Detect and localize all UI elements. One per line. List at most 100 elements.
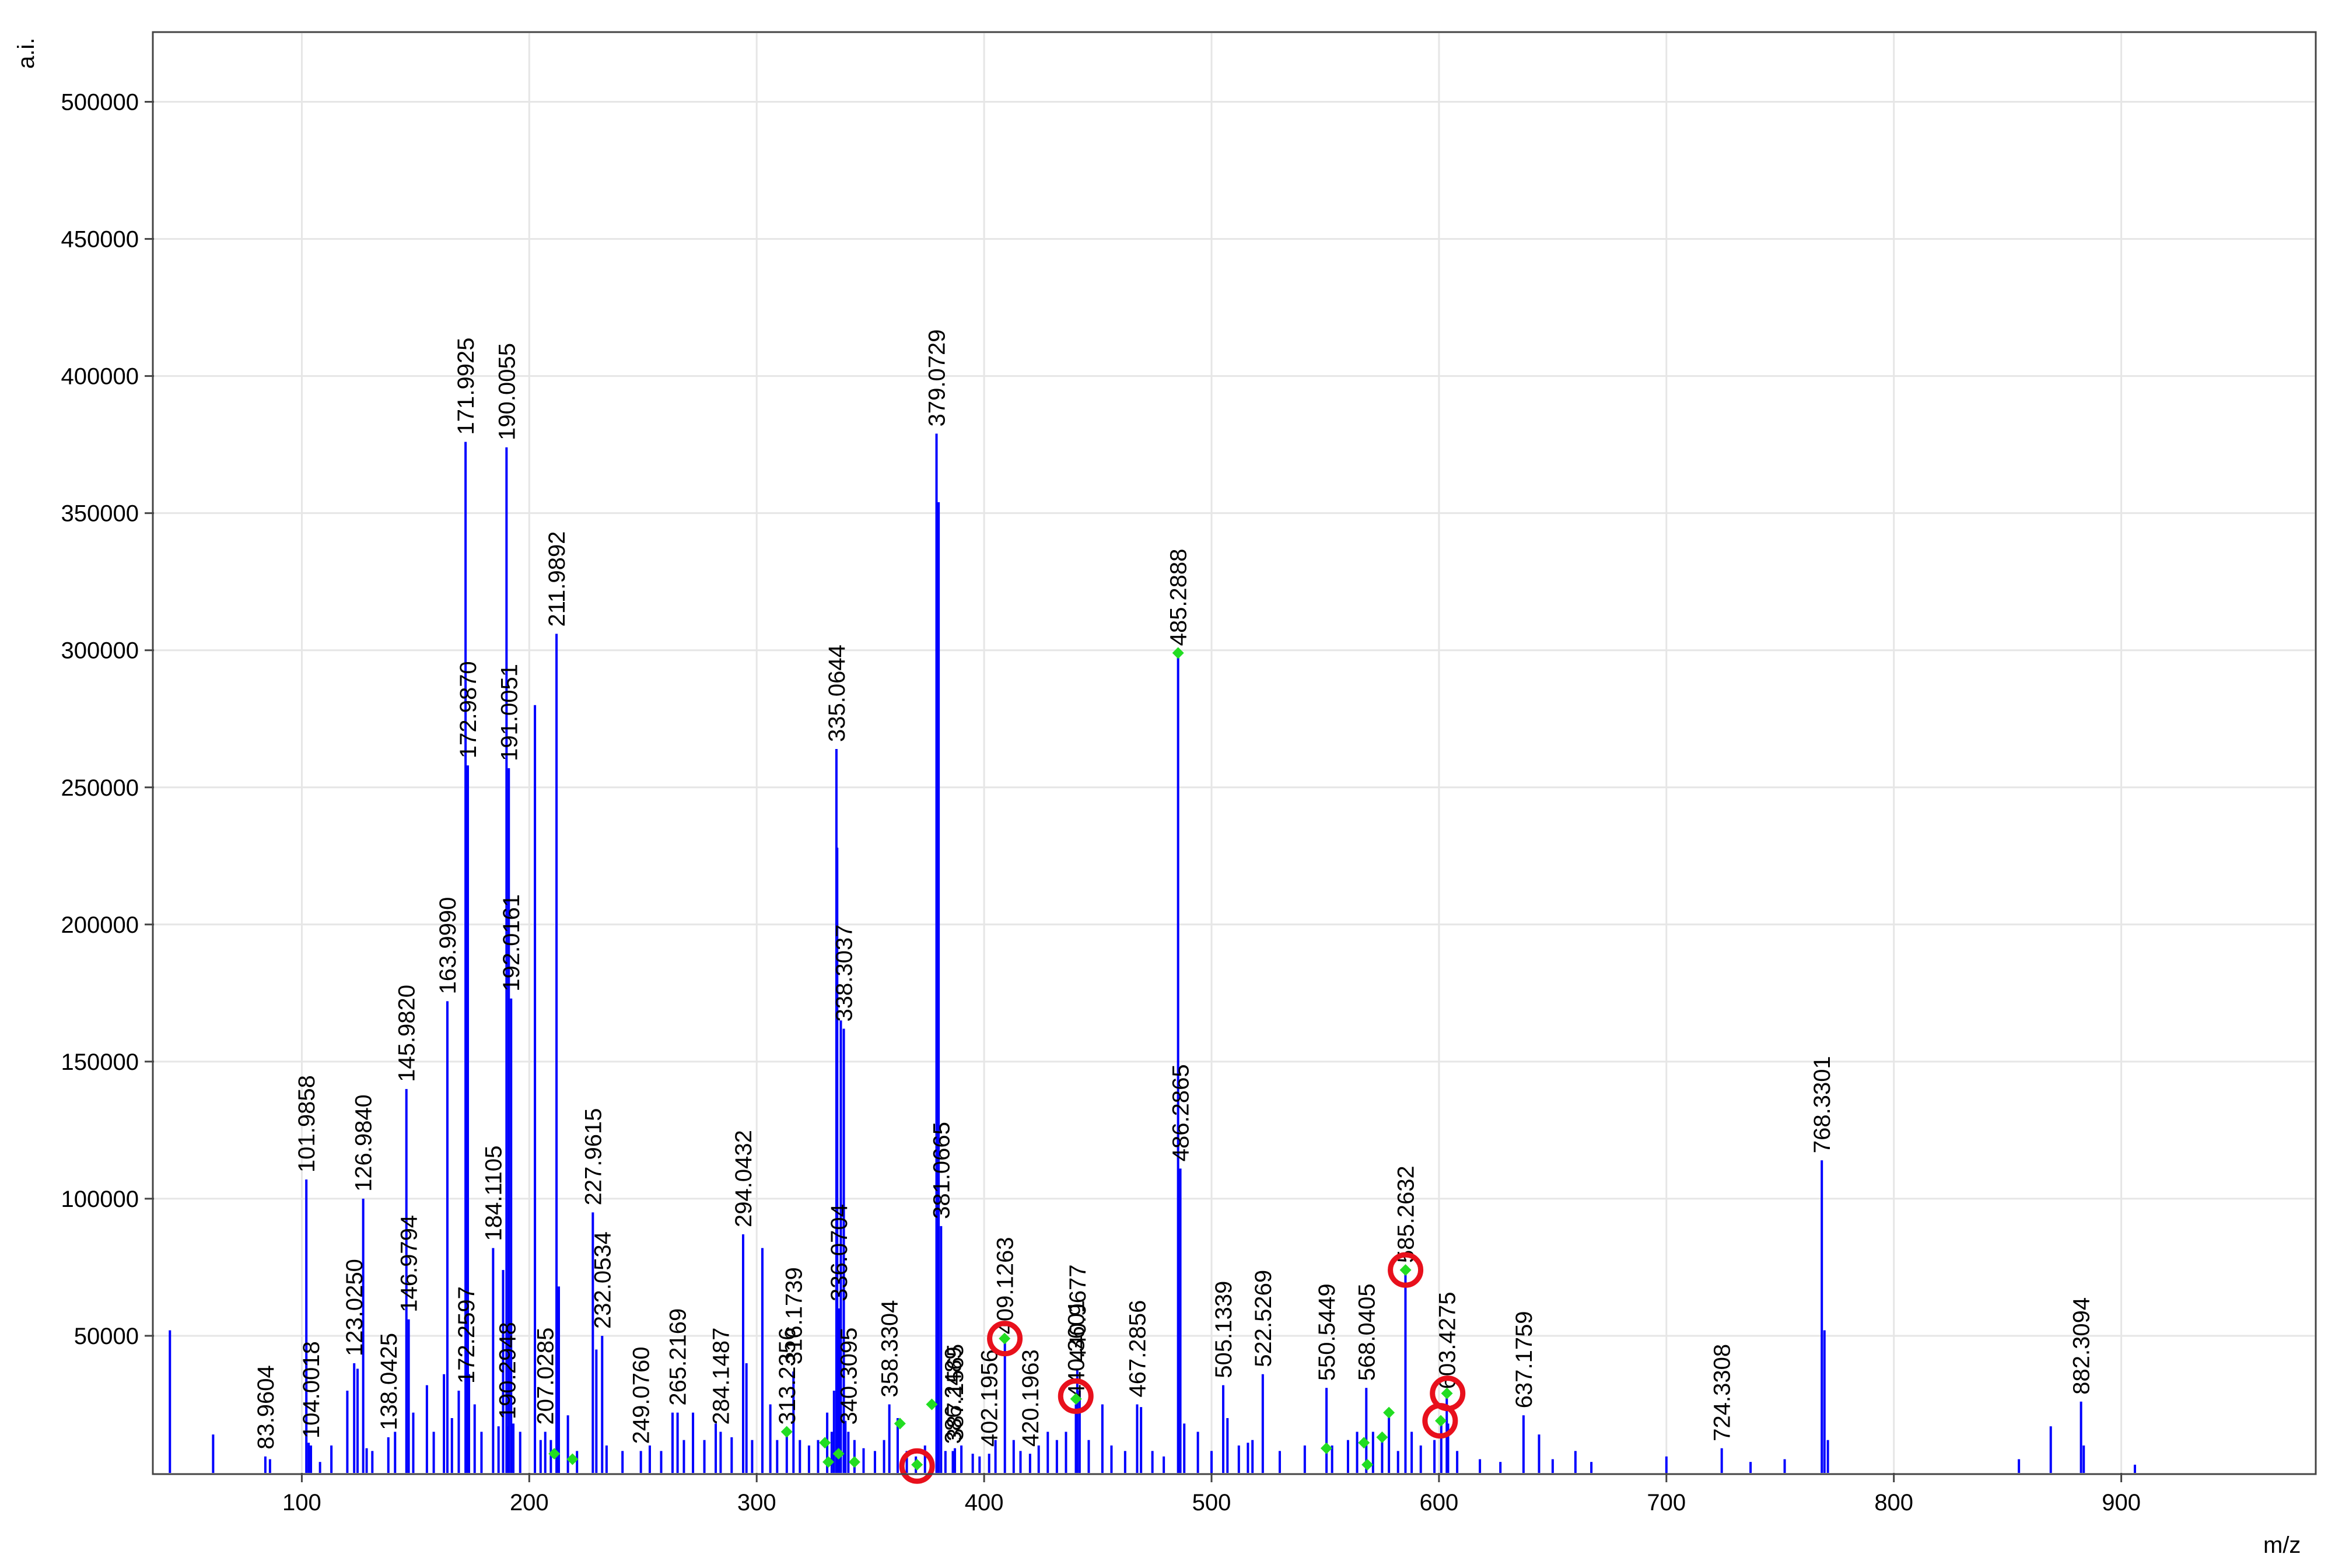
peak-label: 190.0055 (494, 343, 520, 440)
peak-label: 232.0534 (590, 1231, 615, 1329)
peak-label: 358.3304 (877, 1300, 903, 1398)
peak-label: 505.1339 (1211, 1281, 1237, 1378)
green-marker (1172, 647, 1184, 659)
peak-label: 211.9892 (544, 531, 570, 627)
green-marker (822, 1456, 835, 1468)
green-marker (894, 1418, 906, 1430)
peak-label: 227.9615 (580, 1108, 606, 1206)
peak-label: 335.0644 (824, 645, 850, 742)
peak-label: 409.1263 (993, 1237, 1018, 1335)
peak-label: 568.0405 (1354, 1283, 1380, 1381)
y-tick-label: 150000 (61, 1049, 139, 1075)
peak-label: 294.0432 (731, 1130, 757, 1227)
peak-label: 379.0729 (925, 329, 950, 426)
y-tick-label: 350000 (61, 501, 139, 527)
green-marker (566, 1453, 579, 1465)
x-tick-label: 700 (1647, 1490, 1686, 1516)
red-circle-marker (1058, 1378, 1094, 1414)
peak-label: 381.0665 (929, 1122, 954, 1219)
peak-label: 724.3308 (1710, 1344, 1735, 1441)
peak-label: 249.0760 (629, 1347, 654, 1444)
green-marker (1358, 1437, 1370, 1449)
peak-label: 83.9604 (253, 1365, 279, 1450)
y-tick-label: 500000 (61, 90, 139, 116)
green-marker (1399, 1264, 1412, 1276)
peak-label: 145.9820 (394, 985, 420, 1082)
peak-label: 603.4275 (1434, 1292, 1460, 1390)
peak-label: 467.2856 (1125, 1300, 1150, 1398)
peak-label-layer: 83.9604 101.9858 104.0018 123.0250 126.9840 1… (253, 329, 2095, 1449)
peak-label: 313.2356 (775, 1328, 800, 1425)
y-tick-label: 450000 (61, 227, 139, 253)
y-tick-label: 250000 (61, 775, 139, 801)
green-marker (1376, 1431, 1388, 1443)
peak-label: 550.5449 (1314, 1283, 1340, 1381)
green-marker (911, 1458, 923, 1471)
x-tick-label: 600 (1420, 1490, 1459, 1516)
red-circle-marker (1430, 1376, 1466, 1412)
green-marker (848, 1456, 860, 1468)
y-axis-label: a.i. (13, 38, 39, 69)
peak-label: 637.1759 (1511, 1311, 1537, 1408)
x-tick-label: 500 (1192, 1490, 1231, 1516)
peak-label: 163.9990 (435, 897, 461, 995)
annotation-markers (548, 647, 1466, 1484)
y-tick-label: 50000 (74, 1324, 139, 1349)
y-tick-label: 400000 (61, 364, 139, 390)
peak-label: 340.3095 (836, 1328, 862, 1425)
x-tick-label: 400 (965, 1490, 1004, 1516)
green-marker (1320, 1442, 1332, 1454)
peak-label: 171.9925 (453, 338, 479, 435)
peak-label: 146.9794 (397, 1215, 422, 1312)
peak-label: 207.0285 (533, 1328, 559, 1425)
peak-label: 387.1565 (943, 1344, 968, 1441)
green-marker (548, 1448, 561, 1460)
green-marker (1435, 1415, 1447, 1427)
green-marker (926, 1398, 938, 1410)
plot-frame (152, 31, 2317, 1475)
x-tick-label: 100 (282, 1490, 321, 1516)
y-tick-label: 200000 (61, 912, 139, 938)
axis-ticks: 100 200 300 400 500 600 700 800 900 50000 100000 15… (61, 90, 2141, 1516)
green-marker (832, 1448, 845, 1460)
peak-label: 126.9840 (351, 1094, 377, 1192)
green-marker (1361, 1458, 1374, 1471)
peak-label: 336.0704 (827, 1204, 852, 1301)
peak-label: 172.9870 (456, 661, 481, 758)
green-marker (780, 1426, 793, 1438)
peak-label: 192.0161 (499, 894, 524, 992)
green-marker (1070, 1393, 1082, 1405)
peak-label: 123.0250 (342, 1259, 367, 1356)
peak-label: 522.5269 (1251, 1270, 1276, 1367)
peak-label: 191.0051 (496, 664, 522, 761)
green-marker (1383, 1406, 1395, 1419)
peak-label: 338.3037 (832, 925, 857, 1022)
x-tick-label: 900 (2102, 1490, 2141, 1516)
y-tick-label: 100000 (61, 1186, 139, 1212)
green-marker (999, 1332, 1011, 1345)
peak-label: 101.9858 (294, 1075, 320, 1172)
red-circle-marker (987, 1321, 1023, 1357)
peak-label: 138.0425 (376, 1333, 402, 1430)
x-tick-label: 200 (510, 1490, 549, 1516)
peak-label: 104.0018 (299, 1341, 324, 1438)
peak-series (169, 433, 2136, 1473)
peak-label: 882.3094 (2069, 1297, 2095, 1395)
peak-label: 440.9677 (1065, 1265, 1091, 1362)
peak-label: 316.1739 (781, 1267, 807, 1364)
peak-label: 284.1487 (708, 1328, 734, 1425)
y-tick-label: 300000 (61, 638, 139, 664)
x-axis-label: m/z (2263, 1532, 2301, 1558)
red-circle-marker (1388, 1252, 1424, 1288)
green-marker (1441, 1387, 1453, 1399)
peak-label: 585.2632 (1393, 1166, 1419, 1263)
peak-label: 184.1105 (481, 1146, 506, 1241)
peak-label: 265.2169 (666, 1308, 691, 1406)
green-marker (819, 1437, 831, 1449)
peak-label: 386.2489 (941, 1347, 967, 1444)
x-tick-label: 300 (737, 1490, 776, 1516)
grid-lines (154, 33, 2315, 1473)
peak-label: 172.2597 (454, 1286, 479, 1384)
red-circle-marker (899, 1448, 935, 1484)
